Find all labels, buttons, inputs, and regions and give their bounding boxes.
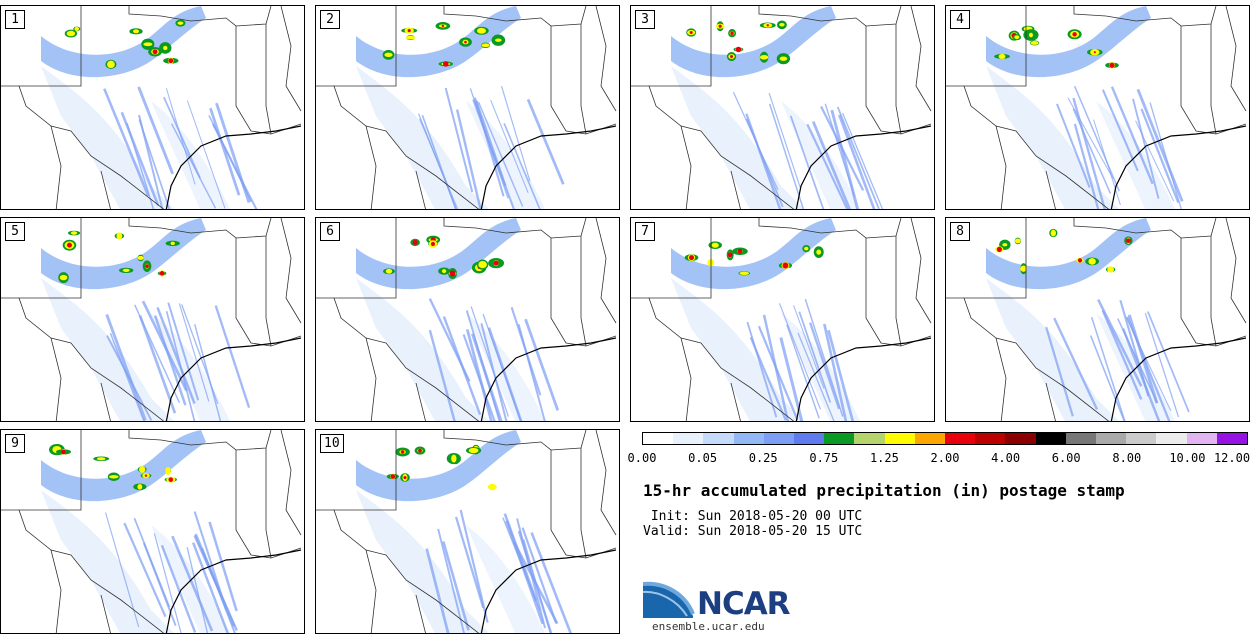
colorbar-tick-label: 1.25	[869, 451, 899, 465]
ensemble-member-panel: 2	[315, 5, 620, 210]
footer-url: ensemble.ucar.edu	[652, 620, 765, 633]
ncar-wordmark: NCAR	[697, 586, 791, 622]
colorbar-segment	[824, 433, 855, 444]
ensemble-member-panel: 6	[315, 217, 620, 422]
colorbar-tick-label: 0.00	[627, 451, 657, 465]
ensemble-member-panel: 5	[0, 217, 305, 422]
ensemble-member-panel: 1	[0, 5, 305, 210]
ensemble-member-panel: 10	[315, 429, 620, 634]
colorbar-segment	[1156, 433, 1187, 444]
ncar-swoosh-logo	[643, 581, 695, 618]
colorbar-tick-label: 6.00	[1051, 451, 1081, 465]
colorbar-tick-label: 4.00	[991, 451, 1021, 465]
colorbar-segment	[733, 433, 764, 444]
member-number-label: 3	[635, 10, 655, 29]
ensemble-member-panel: 3	[630, 5, 935, 210]
ensemble-member-panel: 4	[945, 5, 1250, 210]
figure-title: 15-hr accumulated precipitation (in) pos…	[643, 481, 1125, 500]
member-number-label: 5	[5, 222, 25, 241]
colorbar-segment	[854, 433, 885, 444]
colorbar-segment	[914, 433, 946, 444]
colorbar-segment	[703, 433, 734, 444]
colorbar-tick-label: 2.00	[930, 451, 960, 465]
colorbar-segment	[1126, 433, 1157, 444]
colorbar-tick-label: 0.75	[809, 451, 839, 465]
member-number-label: 2	[320, 10, 340, 29]
member-number-label: 10	[320, 434, 344, 453]
colorbar-segment	[763, 433, 795, 444]
colorbar-segment	[1096, 433, 1127, 444]
colorbar-segment	[1186, 433, 1217, 444]
precipitation-colorbar	[642, 432, 1248, 445]
ensemble-member-panel: 9	[0, 429, 305, 634]
colorbar-tick-label: 12.00	[1213, 451, 1251, 465]
member-number-label: 9	[5, 434, 25, 453]
member-number-label: 6	[320, 222, 340, 241]
member-number-label: 4	[950, 10, 970, 29]
colorbar-segment	[673, 433, 704, 444]
colorbar-segment	[1216, 433, 1248, 444]
colorbar-segment	[643, 433, 674, 444]
colorbar-segment	[884, 433, 915, 444]
colorbar-segment	[794, 433, 825, 444]
member-number-label: 1	[5, 10, 25, 29]
colorbar-segment	[1005, 433, 1036, 444]
colorbar-segment	[1035, 433, 1066, 444]
colorbar-tick-label: 8.00	[1112, 451, 1142, 465]
colorbar-segment	[945, 433, 976, 444]
colorbar-segment	[975, 433, 1006, 444]
colorbar-tick-label: 0.05	[688, 451, 718, 465]
init-time: Init: Sun 2018-05-20 00 UTC	[643, 509, 863, 524]
colorbar-tick-label: 0.25	[748, 451, 778, 465]
colorbar-segment	[1065, 433, 1097, 444]
valid-time: Valid: Sun 2018-05-20 15 UTC	[643, 524, 863, 539]
member-number-label: 7	[635, 222, 655, 241]
colorbar-tick-label: 10.00	[1169, 451, 1206, 465]
ensemble-member-panel: 8	[945, 217, 1250, 422]
ensemble-member-panel: 7	[630, 217, 935, 422]
member-number-label: 8	[950, 222, 970, 241]
